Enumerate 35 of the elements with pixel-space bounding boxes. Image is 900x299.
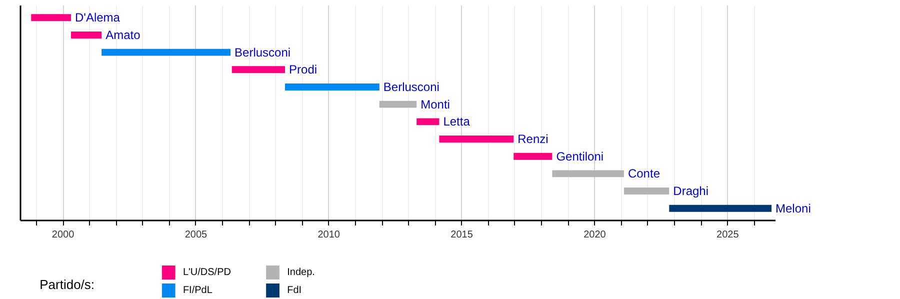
bar — [416, 118, 440, 126]
bar — [552, 170, 624, 178]
bar — [102, 48, 231, 56]
legend-label: L'U/DS/PD — [182, 267, 231, 278]
x-tick-label: 2010 — [318, 230, 340, 240]
bar — [514, 152, 552, 160]
y-tick-label: Draghi — [673, 184, 709, 198]
bar — [379, 100, 417, 108]
x-tick-label: 2020 — [584, 230, 606, 240]
y-tick-label: Letta — [443, 114, 470, 129]
x-tick-label: 2025 — [716, 230, 740, 240]
x-tick-label: 2000 — [52, 230, 75, 240]
x-tick-label: 2005 — [184, 230, 208, 240]
y-tick-label: Conte — [628, 166, 660, 181]
y-tick-label: Prodi — [289, 62, 318, 77]
bar — [71, 32, 102, 38]
bar — [285, 84, 380, 90]
legend-label: FI/PdL — [182, 285, 213, 296]
legend-title: Partido/s: — [40, 277, 95, 292]
y-tick-label: Renzi — [518, 132, 548, 146]
bar — [624, 188, 670, 194]
bar — [232, 66, 286, 74]
legend-label: FdI — [287, 285, 302, 296]
y-tick-label: D'Alema — [75, 10, 120, 25]
y-tick-label: Meloni — [776, 201, 811, 216]
y-tick-label: Monti — [420, 97, 450, 112]
bar — [669, 204, 772, 212]
bar — [439, 136, 514, 142]
y-tick-label: Amato — [106, 28, 141, 42]
y-tick-label: Berlusconi — [383, 80, 440, 94]
bar — [31, 14, 72, 22]
legend-label: Indep. — [287, 267, 315, 278]
x-tick-label: 2015 — [450, 230, 474, 240]
y-tick-label: Berlusconi — [234, 45, 291, 60]
y-tick-label: Gentiloni — [556, 149, 604, 164]
